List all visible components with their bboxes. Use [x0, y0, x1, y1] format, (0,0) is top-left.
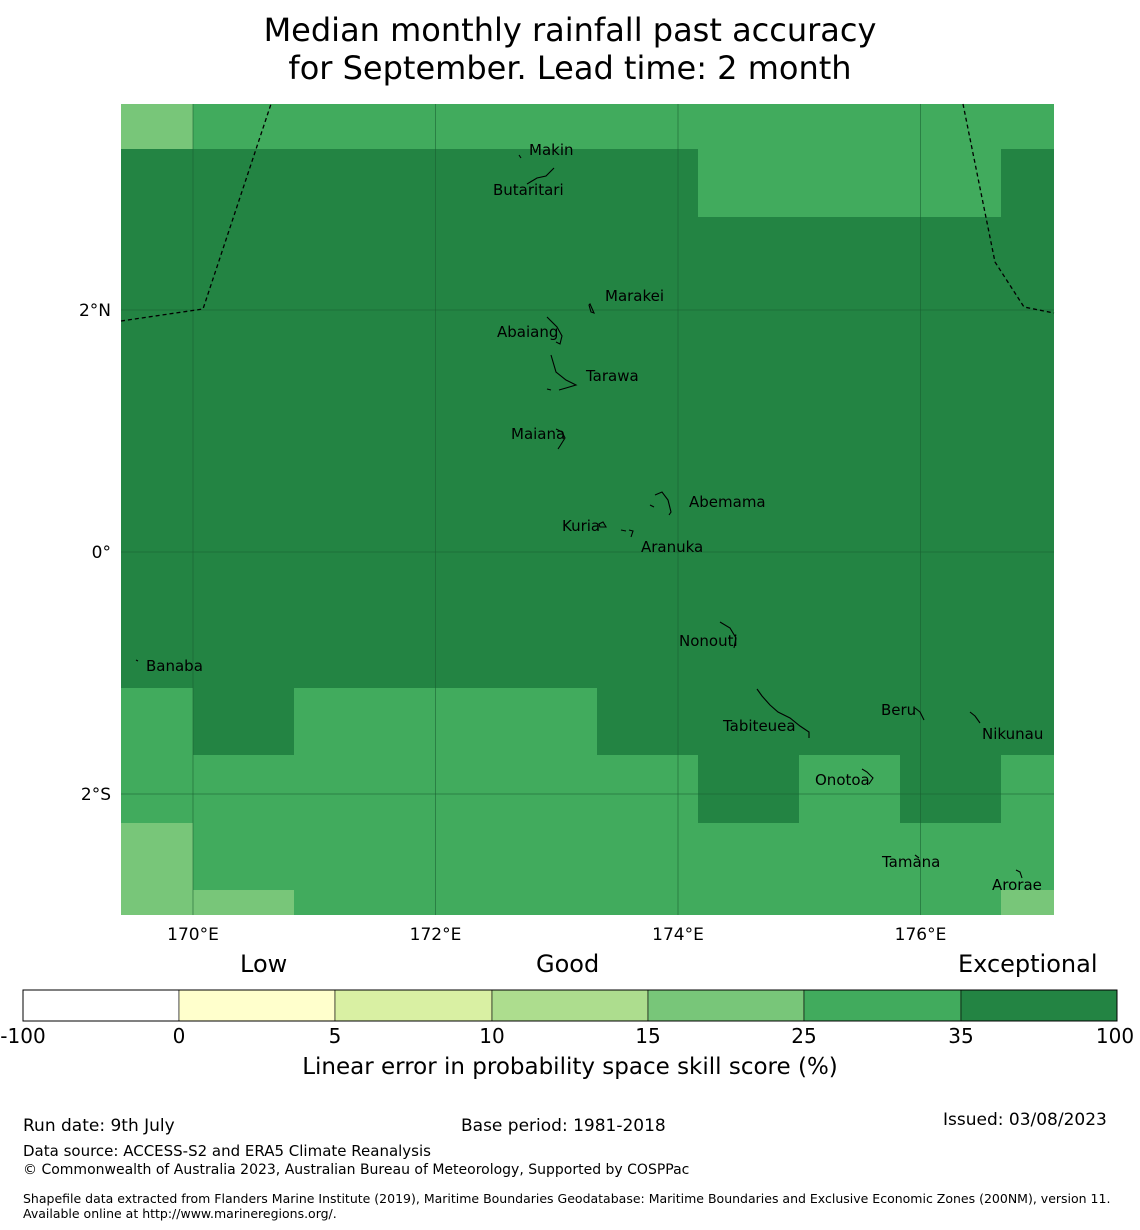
island-label-tabiteuea: Tabiteuea [722, 717, 796, 735]
colorbar-segment [22, 989, 180, 1022]
island-label-beru: Beru [881, 701, 916, 719]
run-date: Run date: 9th July [23, 1116, 175, 1136]
island-outline [588, 303, 596, 314]
colorbar-category-good: Good [536, 950, 600, 978]
colorbar-segment [178, 989, 336, 1022]
latitude-label: 0° [92, 543, 111, 563]
island-outline [756, 688, 810, 738]
island-label-aranuka: Aranuka [641, 538, 703, 556]
colorbar-tick: 35 [948, 1024, 974, 1048]
island-label-abemama: Abemama [689, 493, 766, 511]
island-outline [649, 504, 655, 508]
island-outline [546, 388, 552, 391]
colorbar-category-exceptional: Exceptional [958, 950, 1098, 978]
skill-cell [121, 104, 193, 149]
island-label-tamana: Tamana [881, 853, 940, 871]
colorbar-segment [960, 989, 1118, 1022]
colorbar-tick: 5 [328, 1024, 342, 1048]
data-source: Data source: ACCESS-S2 and ERA5 Climate … [23, 1142, 431, 1160]
island-outline [969, 711, 981, 724]
island-label-nonouti: Nonouti [679, 632, 738, 650]
island-outline [526, 167, 555, 185]
skill-cell [799, 755, 900, 823]
island-outline [914, 854, 920, 859]
longitude-label: 176°E [895, 925, 947, 945]
island-outline [546, 316, 563, 345]
issued-date: Issued: 03/08/2023 [943, 1110, 1107, 1130]
island-label-arorae: Arorae [992, 876, 1042, 894]
island-outline [654, 491, 672, 516]
axis-labels: 2°N 0° 2°S 170°E 172°E 174°E 176°E [79, 301, 946, 945]
graticule [121, 104, 1054, 915]
island-outline [628, 529, 634, 538]
latitude-label: 2°S [81, 785, 111, 805]
island-outline [1015, 869, 1023, 879]
skill-cell [121, 688, 193, 823]
skill-cell [698, 823, 1001, 915]
skill-cell [193, 890, 294, 915]
colorbar-tick: 15 [635, 1024, 661, 1048]
island-label-makin: Makin [529, 141, 574, 159]
eez-boundaries [120, 103, 1055, 322]
chart-title-line2: for September. Lead time: 2 month [288, 49, 852, 87]
island-label-onotoa: Onotoa [815, 771, 870, 789]
copyright: © Commonwealth of Australia 2023, Austra… [23, 1162, 690, 1178]
colorbar-tick: 25 [791, 1024, 817, 1048]
island-outline [620, 529, 627, 532]
colorbar-segment [491, 989, 649, 1022]
longitude-label: 170°E [167, 925, 219, 945]
colorbar-tick: -100 [0, 1024, 46, 1048]
island-outline [518, 154, 522, 159]
skill-grid [121, 104, 1054, 915]
island-label-tarawa: Tarawa [585, 367, 639, 385]
island-label-nikunau: Nikunau [982, 725, 1043, 743]
longitude-label: 172°E [410, 925, 462, 945]
island-label-butaritari: Butaritari [493, 181, 564, 199]
longitude-label: 174°E [652, 925, 704, 945]
colorbar-tick: 10 [479, 1024, 505, 1048]
island-label-abaiang: Abaiang [497, 323, 558, 341]
colorbar-segment [647, 989, 805, 1022]
skill-cell [1001, 755, 1054, 915]
skill-cell [698, 149, 1001, 217]
colorbar-frame [22, 989, 1118, 1022]
island-outline [861, 768, 874, 785]
island-label-maiana: Maiana [511, 425, 565, 443]
colorbar-segment [334, 989, 493, 1022]
island-label-banaba: Banaba [146, 657, 203, 675]
island-outline [135, 659, 139, 662]
base-period: Base period: 1981-2018 [461, 1116, 666, 1136]
island-label-marakei: Marakei [605, 287, 664, 305]
eez-boundary-line [962, 103, 1055, 314]
skill-cell [193, 104, 1054, 149]
island-outline [914, 707, 925, 721]
colorbar-segment [803, 989, 962, 1022]
colorbar-tick: 0 [172, 1024, 186, 1048]
colorbar-tick: 100 [1095, 1024, 1135, 1048]
island-outline [555, 428, 566, 450]
eez-boundary-line [120, 103, 272, 322]
island-outline [719, 621, 737, 649]
island-outline [550, 354, 578, 391]
chart-title-line1: Median monthly rainfall past accuracy [263, 11, 877, 49]
colorbar-category-low: Low [240, 950, 288, 978]
skill-cell [294, 755, 597, 915]
island-labels: Makin Butaritari Marakei Abaiang Tarawa Maian… [146, 141, 1043, 894]
island-outline [598, 521, 607, 528]
shapefile-credit: Shapefile data extracted from Flanders M… [23, 1191, 1111, 1221]
latitude-label: 2°N [79, 301, 111, 321]
skill-cell [1001, 890, 1054, 915]
island-outlines [135, 154, 1023, 879]
colorbar [22, 989, 1118, 1022]
skill-cell [294, 688, 597, 755]
island-label-kuria: Kuria [562, 517, 600, 535]
skill-cell [121, 823, 193, 915]
colorbar-label: Linear error in probability space skill … [302, 1054, 838, 1080]
